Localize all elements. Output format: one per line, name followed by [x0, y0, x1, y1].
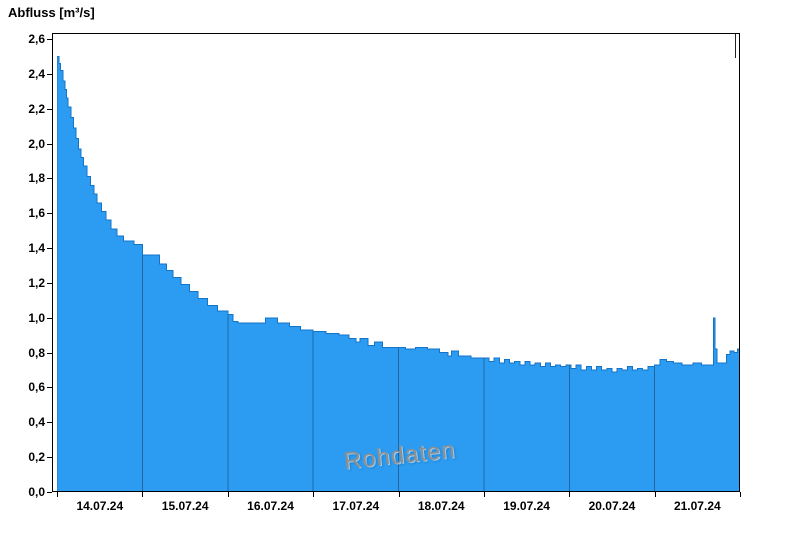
axis-ticks	[47, 39, 741, 497]
plot-frame	[52, 33, 740, 492]
y-axis-title: Abfluss [m³/s]	[8, 5, 95, 20]
discharge-step-line	[57, 55, 740, 373]
